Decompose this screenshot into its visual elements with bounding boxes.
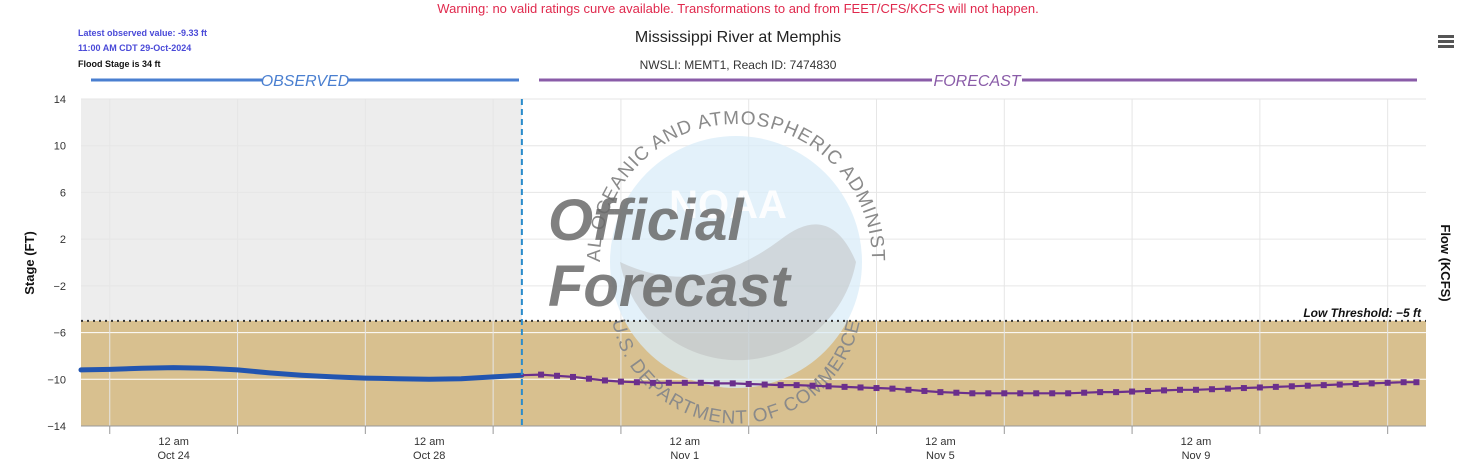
x-tick-date-label: Oct 28 (413, 450, 445, 462)
section-headers: OBSERVED FORECAST (91, 73, 1417, 90)
y-axis-title: Stage (FT) (22, 231, 37, 295)
y-tick-label: −6 (53, 328, 66, 340)
forecast-point (905, 386, 912, 393)
forecast-point (1192, 386, 1199, 393)
forecast-point (713, 380, 720, 387)
forecast-point (793, 382, 800, 389)
x-tick-date-label: Oct 24 (157, 450, 189, 462)
forecast-point (969, 390, 976, 397)
forecast-point (1145, 387, 1152, 394)
forecast-point (1304, 382, 1311, 389)
forecast-section-label: FORECAST (933, 73, 1021, 90)
x-axis: 12 am Oct 24 12 am Oct 28 12 am Nov 1 12 am Nov… (81, 425, 1426, 462)
forecast-point (554, 372, 561, 379)
forecast-point (1097, 389, 1104, 396)
x-tick-label: 12 am (414, 436, 445, 448)
x-tick-label: 12 am (1181, 436, 1212, 448)
forecast-point (841, 383, 848, 390)
x-tick-label: 12 am (925, 436, 956, 448)
forecast-point (601, 377, 608, 384)
chart-title: Mississippi River at Memphis (635, 29, 841, 46)
x-tick-label: 12 am (158, 436, 189, 448)
y-tick-label: −2 (53, 281, 66, 293)
watermark-official: Official (548, 188, 745, 253)
forecast-point (953, 389, 960, 396)
forecast-point (921, 387, 928, 394)
forecast-point (1224, 385, 1231, 392)
forecast-point (649, 379, 656, 386)
forecast-point (1177, 386, 1184, 393)
low-threshold-label: Low Threshold: −5 ft (1303, 306, 1422, 320)
noaa-bird-icon (620, 224, 856, 361)
forecast-point (1065, 390, 1072, 397)
forecast-point (1017, 390, 1024, 397)
forecast-point (1113, 389, 1120, 396)
x-tick-date-label: Nov 1 (670, 450, 699, 462)
y2-axis-title: Flow (KCFS) (1438, 224, 1453, 301)
forecast-point (1256, 384, 1263, 391)
y-tick-label: −10 (47, 374, 66, 386)
noaa-logo-icon (610, 136, 862, 388)
series-group (78, 365, 1420, 397)
forecast-point (1400, 379, 1407, 386)
forecast-point (681, 379, 688, 386)
forecast-point (1336, 381, 1343, 388)
forecast-point (1320, 382, 1327, 389)
forecast-point (665, 379, 672, 386)
forecast-point (617, 378, 624, 385)
y-tick-label: −14 (47, 421, 66, 433)
y-axis: 14 10 6 2 −2 −6 −10 −14 (47, 94, 66, 433)
observed-series-line (78, 365, 525, 382)
y-tick-label: 10 (54, 141, 66, 153)
noaa-logo-text: NOAA (669, 183, 787, 227)
forecast-point (937, 389, 944, 396)
forecast-point (761, 381, 768, 388)
forecast-point (1288, 383, 1295, 390)
ratings-warning: Warning: no valid ratings curve availabl… (437, 1, 1038, 16)
forecast-point (569, 373, 576, 380)
forecast-point (1081, 389, 1088, 396)
observed-section-label: OBSERVED (261, 73, 350, 90)
forecast-point (697, 379, 704, 386)
x-tick-date-label: Nov 5 (926, 450, 955, 462)
forecast-point (1129, 388, 1136, 395)
forecast-point (1049, 390, 1056, 397)
forecast-point (777, 382, 784, 389)
menu-icon[interactable] (1438, 35, 1454, 48)
y-tick-label: 14 (54, 94, 66, 106)
forecast-point (1161, 387, 1168, 394)
forecast-point (857, 384, 864, 391)
y-tick-label: 2 (60, 234, 66, 246)
x-tick-label: 12 am (670, 436, 701, 448)
latest-observed-value: Latest observed value: -9.33 ft (78, 28, 207, 38)
forecast-point (1384, 379, 1391, 386)
flood-stage-info: Flood Stage is 34 ft (78, 59, 161, 69)
watermark-forecast: Forecast (548, 254, 792, 319)
low-threshold: Low Threshold: −5 ft (81, 306, 1426, 322)
forecast-point (1413, 379, 1420, 386)
y-tick-label: 6 (60, 187, 66, 199)
forecast-point (1033, 390, 1040, 397)
forecast-point (729, 380, 736, 387)
latest-observed-time: 11:00 AM CDT 29-Oct-2024 (78, 43, 191, 53)
forecast-point (1240, 385, 1247, 392)
forecast-point (825, 383, 832, 390)
observed-period-background (81, 99, 522, 321)
forecast-point (1368, 380, 1375, 387)
forecast-point (633, 379, 640, 386)
forecast-point (745, 380, 752, 387)
forecast-point (985, 390, 992, 397)
forecast-point (809, 382, 816, 389)
forecast-point (538, 371, 545, 378)
forecast-point (873, 385, 880, 392)
forecast-point (1352, 380, 1359, 387)
x-tick-date-label: Nov 9 (1182, 450, 1211, 462)
forecast-point (1001, 390, 1008, 397)
chart-subtitle: NWSLI: MEMT1, Reach ID: 7474830 (640, 58, 837, 72)
forecast-point (585, 375, 592, 382)
forecast-point (1208, 386, 1215, 393)
forecast-point (889, 385, 896, 392)
forecast-point (1272, 383, 1279, 390)
